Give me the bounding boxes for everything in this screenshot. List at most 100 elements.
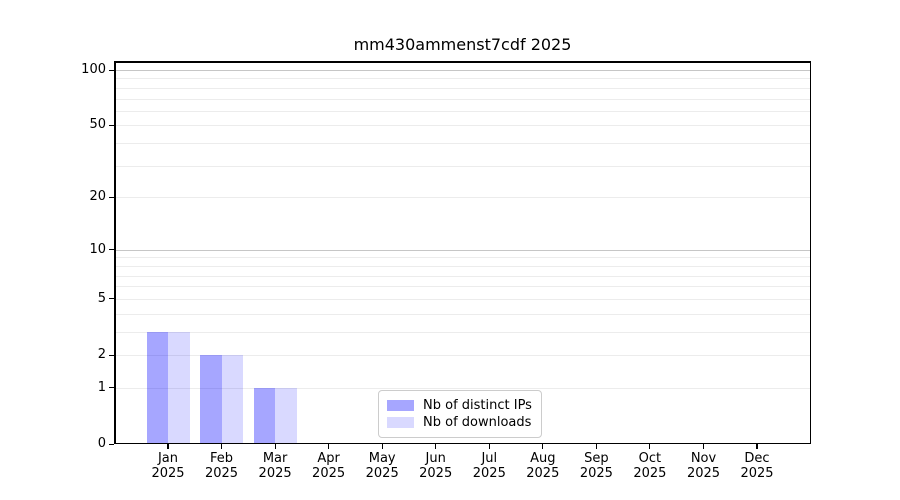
- x-tick-label-year: 2025: [686, 466, 721, 481]
- x-tick-label-year: 2025: [151, 466, 185, 481]
- bar-nb-of-downloads-feb: [221, 355, 243, 444]
- x-tick-label-year: 2025: [204, 466, 239, 481]
- y-tick-mark: [109, 249, 114, 251]
- legend: Nb of distinct IPs Nb of downloads: [378, 390, 542, 438]
- bar-nb-of-downloads-jan: [168, 331, 190, 444]
- x-tick-mark: [220, 444, 223, 449]
- x-tick-label-year: 2025: [526, 466, 560, 481]
- x-tick-mark: [702, 444, 705, 449]
- x-tick-label: Jan 2025: [136, 451, 200, 481]
- x-tick-mark: [381, 444, 383, 449]
- top-spine: [114, 61, 811, 63]
- x-tick-label: Oct 2025: [618, 451, 682, 481]
- gridline-minor: [114, 197, 811, 199]
- x-tick-label: Feb 2025: [190, 451, 254, 481]
- bar-nb-of-distinct-ips-feb: [200, 355, 222, 444]
- gridline-minor: [114, 125, 811, 127]
- x-tick-label-month: Aug: [530, 451, 556, 466]
- legend-entry: Nb of downloads: [387, 414, 533, 431]
- x-tick-label-year: 2025: [312, 466, 346, 481]
- legend-entry: Nb of distinct IPs: [387, 397, 533, 414]
- gridline-minor: [114, 78, 811, 80]
- y-tick-mark: [109, 298, 114, 300]
- y-tick-mark: [109, 443, 114, 445]
- x-tick-label: Dec 2025: [725, 451, 789, 481]
- x-tick-mark: [488, 444, 490, 449]
- y-tick-mark: [109, 196, 114, 198]
- y-tick-label: 1: [97, 379, 106, 395]
- gridline-minor: [114, 331, 811, 333]
- bottom-spine: [114, 442, 811, 444]
- x-tick-label-year: 2025: [258, 466, 292, 481]
- x-tick-mark: [328, 444, 330, 449]
- x-tick-label-month: Jul: [481, 451, 498, 466]
- x-tick-label: Sep 2025: [564, 451, 628, 481]
- right-spine: [809, 61, 811, 444]
- x-tick-label-month: Sep: [584, 451, 609, 466]
- y-tick-mark: [109, 69, 114, 71]
- x-tick-mark: [274, 444, 276, 449]
- x-tick-label-year: 2025: [579, 466, 613, 481]
- x-tick-label: Jul 2025: [457, 451, 521, 481]
- x-tick-label: Jun 2025: [404, 451, 468, 481]
- x-tick-label: Aug 2025: [511, 451, 575, 481]
- x-tick-label-month: Nov: [690, 451, 717, 466]
- gridline-minor: [114, 298, 811, 300]
- x-tick-label-month: Apr: [317, 451, 340, 466]
- y-tick-label: 50: [89, 117, 106, 133]
- gridline-minor: [114, 165, 811, 167]
- x-tick-mark: [167, 444, 169, 449]
- gridline-major: [114, 249, 811, 251]
- gridline-minor: [114, 143, 811, 145]
- x-tick-mark: [542, 444, 544, 449]
- x-tick-label-month: Feb: [209, 451, 234, 466]
- legend-label: Nb of distinct IPs: [423, 398, 532, 413]
- gridline-minor: [114, 257, 811, 259]
- y-tick-mark: [109, 354, 114, 356]
- x-tick-mark: [649, 444, 651, 449]
- x-tick-label: Nov 2025: [672, 451, 736, 481]
- x-tick-label-year: 2025: [740, 466, 774, 481]
- x-tick-label-month: May: [368, 451, 396, 466]
- gridline-minor: [114, 355, 811, 356]
- x-tick-label-year: 2025: [472, 466, 506, 481]
- gridline-minor: [114, 87, 811, 89]
- gridline-minor: [114, 387, 811, 389]
- gridline-minor: [114, 265, 811, 267]
- x-tick-mark: [756, 444, 758, 449]
- gridline-minor: [114, 286, 811, 288]
- x-tick-label-month: Dec: [744, 451, 770, 466]
- y-tick-label: 100: [81, 62, 106, 77]
- gridline-minor: [114, 98, 811, 100]
- x-tick-label-month: Jun: [425, 451, 446, 466]
- legend-swatch-nb-of-downloads: [387, 417, 414, 428]
- y-tick-label: 0: [97, 436, 106, 451]
- gridline-minor: [114, 275, 811, 277]
- bar-nb-of-downloads-mar: [275, 387, 297, 444]
- x-tick-label: Mar 2025: [243, 451, 307, 481]
- x-tick-label-year: 2025: [633, 466, 667, 481]
- x-tick-mark: [435, 444, 437, 449]
- chart-title: mm430ammenst7cdf 2025: [353, 35, 572, 54]
- bar-nb-of-distinct-ips-jan: [146, 331, 168, 444]
- legend-label: Nb of downloads: [423, 415, 532, 430]
- gridline-major: [114, 70, 811, 71]
- x-tick-label-month: Oct: [638, 451, 662, 466]
- x-tick-label: May 2025: [350, 451, 414, 481]
- gridline-minor: [114, 313, 811, 315]
- y-tick-label: 10: [89, 241, 106, 257]
- bar-nb-of-distinct-ips-mar: [253, 387, 276, 444]
- gridline-minor: [114, 110, 811, 112]
- x-tick-label: Apr 2025: [297, 451, 361, 481]
- plot-area: [114, 61, 811, 444]
- y-tick-label: 5: [97, 290, 106, 306]
- y-tick-label: 2: [97, 347, 106, 362]
- y-tick-mark: [109, 124, 114, 127]
- x-tick-label-month: Mar: [262, 451, 288, 466]
- x-tick-label-year: 2025: [419, 466, 453, 481]
- y-tick-mark: [109, 387, 114, 389]
- left-spine: [114, 61, 116, 444]
- legend-swatch-nb-of-distinct-ips: [387, 400, 414, 411]
- x-tick-label-month: Jan: [157, 451, 179, 466]
